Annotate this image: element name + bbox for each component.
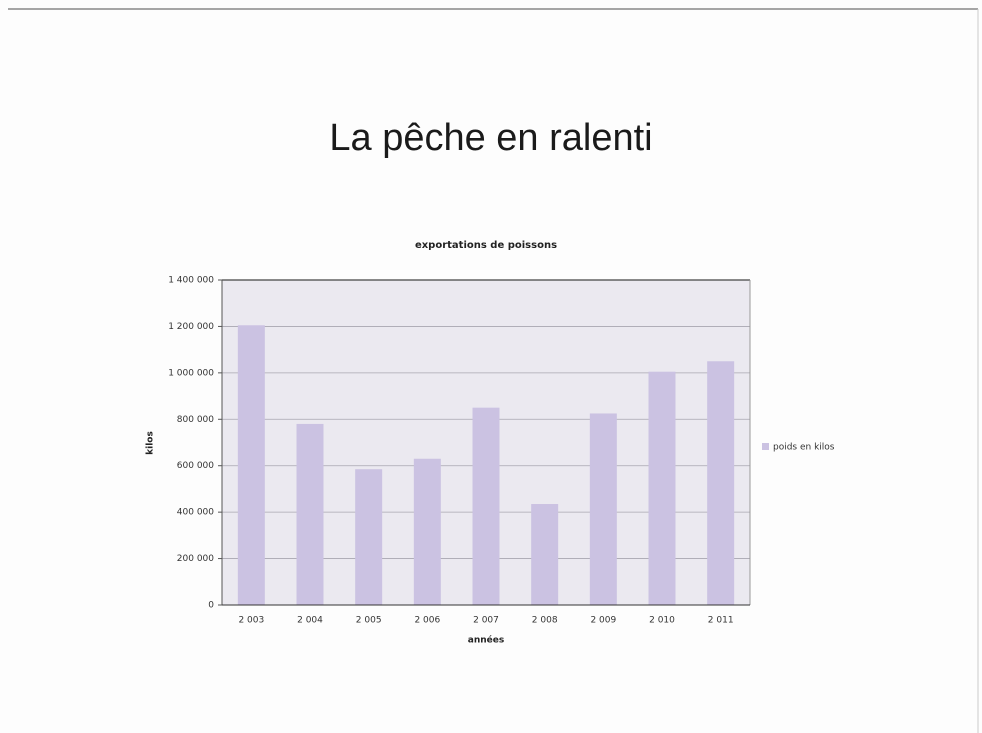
legend-swatch <box>762 443 769 450</box>
bar <box>472 407 500 605</box>
x-tick-label: 2 003 <box>238 616 264 626</box>
y-tick-label: 0 <box>208 601 214 611</box>
x-tick-label: 2 005 <box>356 616 382 626</box>
bar <box>413 458 441 605</box>
y-tick-label: 200 000 <box>177 554 214 564</box>
x-tick-label: 2 008 <box>532 616 558 626</box>
x-tick-label: 2 010 <box>649 616 675 626</box>
x-tick-label: 2 007 <box>473 616 499 626</box>
bar <box>707 361 735 605</box>
y-tick-label: 800 000 <box>177 415 214 425</box>
bar <box>531 504 559 605</box>
bar <box>237 325 265 605</box>
chart-title: exportations de poissons <box>415 240 557 251</box>
y-tick-label: 1 000 000 <box>168 368 214 378</box>
bar <box>648 371 676 605</box>
x-tick-label: 2 006 <box>414 616 440 626</box>
y-tick-label: 400 000 <box>177 508 214 518</box>
bar <box>355 469 383 605</box>
y-tick-label: 1 400 000 <box>168 276 214 286</box>
legend-label: poids en kilos <box>773 443 835 453</box>
slide-title: La pêche en ralenti <box>329 117 652 159</box>
x-axis-label: années <box>468 635 504 646</box>
y-tick-label: 1 200 000 <box>168 322 214 332</box>
bar <box>296 423 324 605</box>
x-tick-label: 2 009 <box>590 616 616 626</box>
y-tick-label: 600 000 <box>177 461 214 471</box>
y-axis-label: kilos <box>146 431 156 455</box>
x-tick-label: 2 004 <box>297 616 323 626</box>
x-tick-label: 2 011 <box>708 616 734 626</box>
bar <box>589 413 617 605</box>
